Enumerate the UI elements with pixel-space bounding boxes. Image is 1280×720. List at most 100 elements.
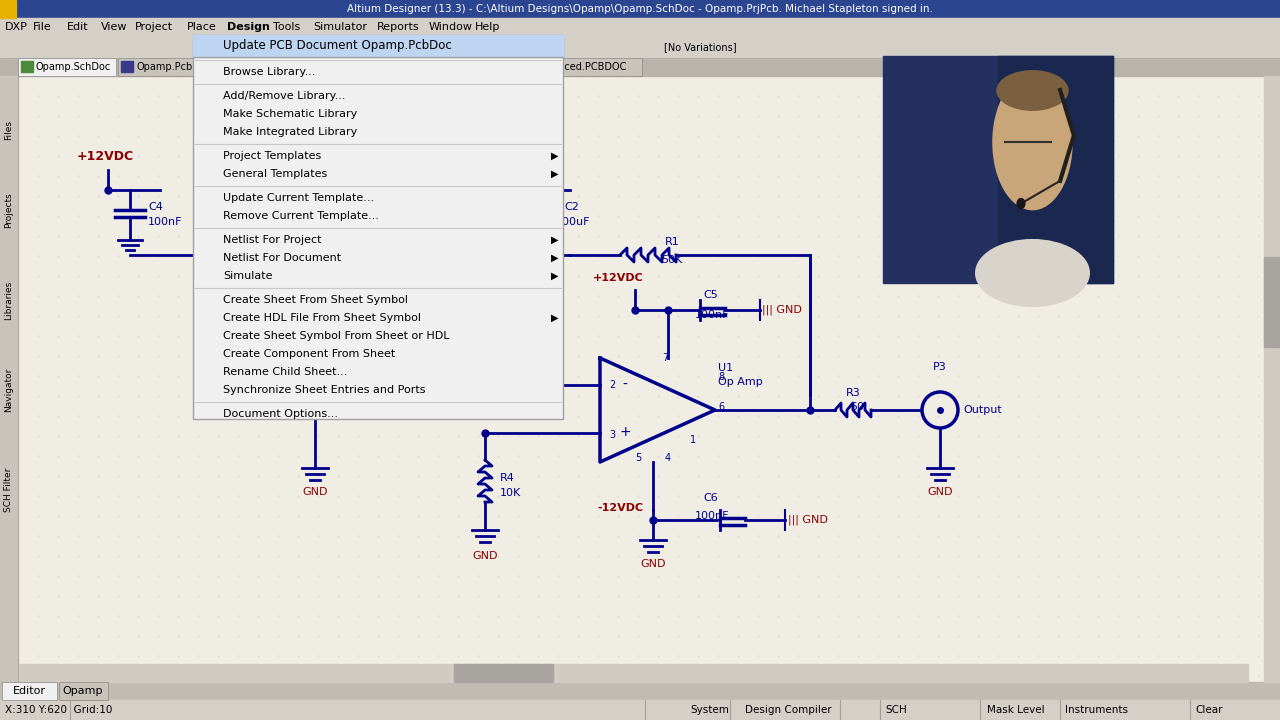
Text: C5: C5: [703, 290, 718, 300]
Bar: [221, 61, 234, 72]
Bar: [0, 18, 1280, 36]
Bar: [503, 61, 516, 72]
Text: ||| GND: ||| GND: [788, 515, 828, 526]
Text: Browse Library...: Browse Library...: [223, 67, 315, 77]
Bar: [0, 76, 18, 682]
Text: C4: C4: [148, 202, 163, 212]
Text: 50: 50: [850, 402, 864, 412]
Text: Projects: Projects: [5, 192, 14, 228]
Text: Input: Input: [410, 386, 420, 415]
Text: Input: Input: [348, 365, 376, 375]
Text: Rename Child Sheet...: Rename Child Sheet...: [223, 367, 347, 377]
Bar: [219, 58, 355, 76]
Text: 100nF: 100nF: [695, 511, 730, 521]
Bar: [1265, 257, 1280, 347]
Text: Make Schematic Library: Make Schematic Library: [223, 109, 357, 119]
Text: R1: R1: [664, 237, 680, 247]
Text: 10K: 10K: [500, 488, 521, 498]
Text: Remove Current Template...: Remove Current Template...: [223, 211, 379, 221]
Text: Opamp: Opamp: [63, 686, 104, 696]
Text: Mixer_Blank.PCBDOC: Mixer_Blank.PCBDOC: [237, 61, 340, 73]
Text: 50K: 50K: [662, 255, 682, 265]
Bar: [119, 58, 216, 76]
Text: ▶: ▶: [552, 271, 559, 281]
Text: Add/Remove Library...: Add/Remove Library...: [223, 91, 346, 101]
Text: Clear: Clear: [1196, 705, 1222, 715]
Text: Mixer_Placed.PCBDOC: Mixer_Placed.PCBDOC: [518, 61, 627, 73]
Text: SCH: SCH: [884, 705, 906, 715]
Text: C6: C6: [703, 493, 718, 503]
Text: 2: 2: [609, 380, 616, 390]
Bar: [18, 664, 1248, 682]
Text: ||| GND: ||| GND: [762, 305, 801, 315]
Text: 3: 3: [609, 430, 616, 440]
Bar: [193, 35, 563, 57]
Bar: [193, 35, 563, 419]
Text: ▶: ▶: [552, 151, 559, 161]
Text: Op Amp: Op Amp: [718, 377, 763, 387]
Text: +12VDC: +12VDC: [77, 150, 133, 163]
Text: Input: Input: [348, 378, 376, 388]
Text: R4: R4: [500, 473, 515, 483]
Text: SCH Filter: SCH Filter: [5, 468, 14, 512]
Text: Help: Help: [475, 22, 500, 32]
Bar: [3, 682, 58, 700]
Bar: [883, 56, 1114, 283]
Text: Place: Place: [187, 22, 216, 32]
Text: -: -: [622, 378, 627, 392]
Text: Altium Designer (13.3) - C:\Altium Designs\Opamp\Opamp.SchDoc - Opamp.PrjPcb. Mi: Altium Designer (13.3) - C:\Altium Desig…: [347, 4, 933, 14]
Text: Tools: Tools: [273, 22, 301, 32]
Text: Netlist For Project: Netlist For Project: [223, 235, 321, 245]
Text: Design: Design: [227, 22, 270, 32]
Text: DXP: DXP: [5, 22, 28, 32]
Ellipse shape: [1016, 198, 1025, 210]
Text: View: View: [101, 22, 128, 32]
Text: 100uF: 100uF: [556, 217, 590, 227]
Text: Output: Output: [963, 405, 1002, 415]
Bar: [0, 682, 1280, 700]
Bar: [500, 58, 643, 76]
Text: GND: GND: [927, 487, 952, 497]
Text: Files: Files: [5, 120, 14, 140]
Text: Design Compiler: Design Compiler: [745, 705, 832, 715]
Bar: [59, 682, 108, 700]
Text: [No Variations]: [No Variations]: [664, 42, 736, 52]
Text: System: System: [690, 705, 728, 715]
Text: ▶: ▶: [552, 253, 559, 263]
Bar: [0, 0, 15, 18]
Bar: [998, 56, 1114, 283]
Text: C2: C2: [564, 202, 579, 212]
Text: 100nF: 100nF: [440, 217, 475, 227]
Text: 5: 5: [635, 453, 641, 463]
Text: R3: R3: [846, 388, 860, 398]
Ellipse shape: [992, 74, 1073, 210]
Text: Opamp.PcbDoc: Opamp.PcbDoc: [137, 62, 211, 72]
Text: R2: R2: [465, 373, 480, 383]
Text: Create Sheet Symbol From Sheet or HDL: Create Sheet Symbol From Sheet or HDL: [223, 331, 449, 341]
Text: X:310 Y:620  Grid:10: X:310 Y:620 Grid:10: [5, 705, 113, 715]
Text: Make Integrated Library: Make Integrated Library: [223, 127, 357, 137]
Text: Mask Level: Mask Level: [987, 705, 1044, 715]
Text: Update PCB Document Opamp.PcbDoc: Update PCB Document Opamp.PcbDoc: [223, 40, 452, 53]
Bar: [122, 61, 133, 72]
Text: Window: Window: [429, 22, 474, 32]
Text: 1: 1: [690, 435, 696, 445]
Text: Update Current Template...: Update Current Template...: [223, 193, 374, 203]
Bar: [356, 58, 498, 76]
Bar: [0, 0, 1280, 18]
Text: 8: 8: [718, 372, 724, 382]
Text: +: +: [517, 199, 527, 212]
Text: Simulate: Simulate: [223, 271, 273, 281]
Text: 4: 4: [664, 453, 671, 463]
Text: Synchronize Sheet Entries and Ports: Synchronize Sheet Entries and Ports: [223, 385, 425, 395]
Text: 100nF: 100nF: [148, 217, 183, 227]
Text: Opamp.SchDoc: Opamp.SchDoc: [36, 62, 111, 72]
Text: Instruments: Instruments: [1065, 705, 1128, 715]
Bar: [0, 700, 1280, 720]
Text: 7: 7: [662, 353, 668, 363]
Bar: [20, 61, 33, 72]
Text: -12VDC: -12VDC: [465, 150, 516, 163]
Text: +: +: [620, 425, 631, 439]
Text: ▶: ▶: [552, 235, 559, 245]
Text: Edit: Edit: [67, 22, 88, 32]
